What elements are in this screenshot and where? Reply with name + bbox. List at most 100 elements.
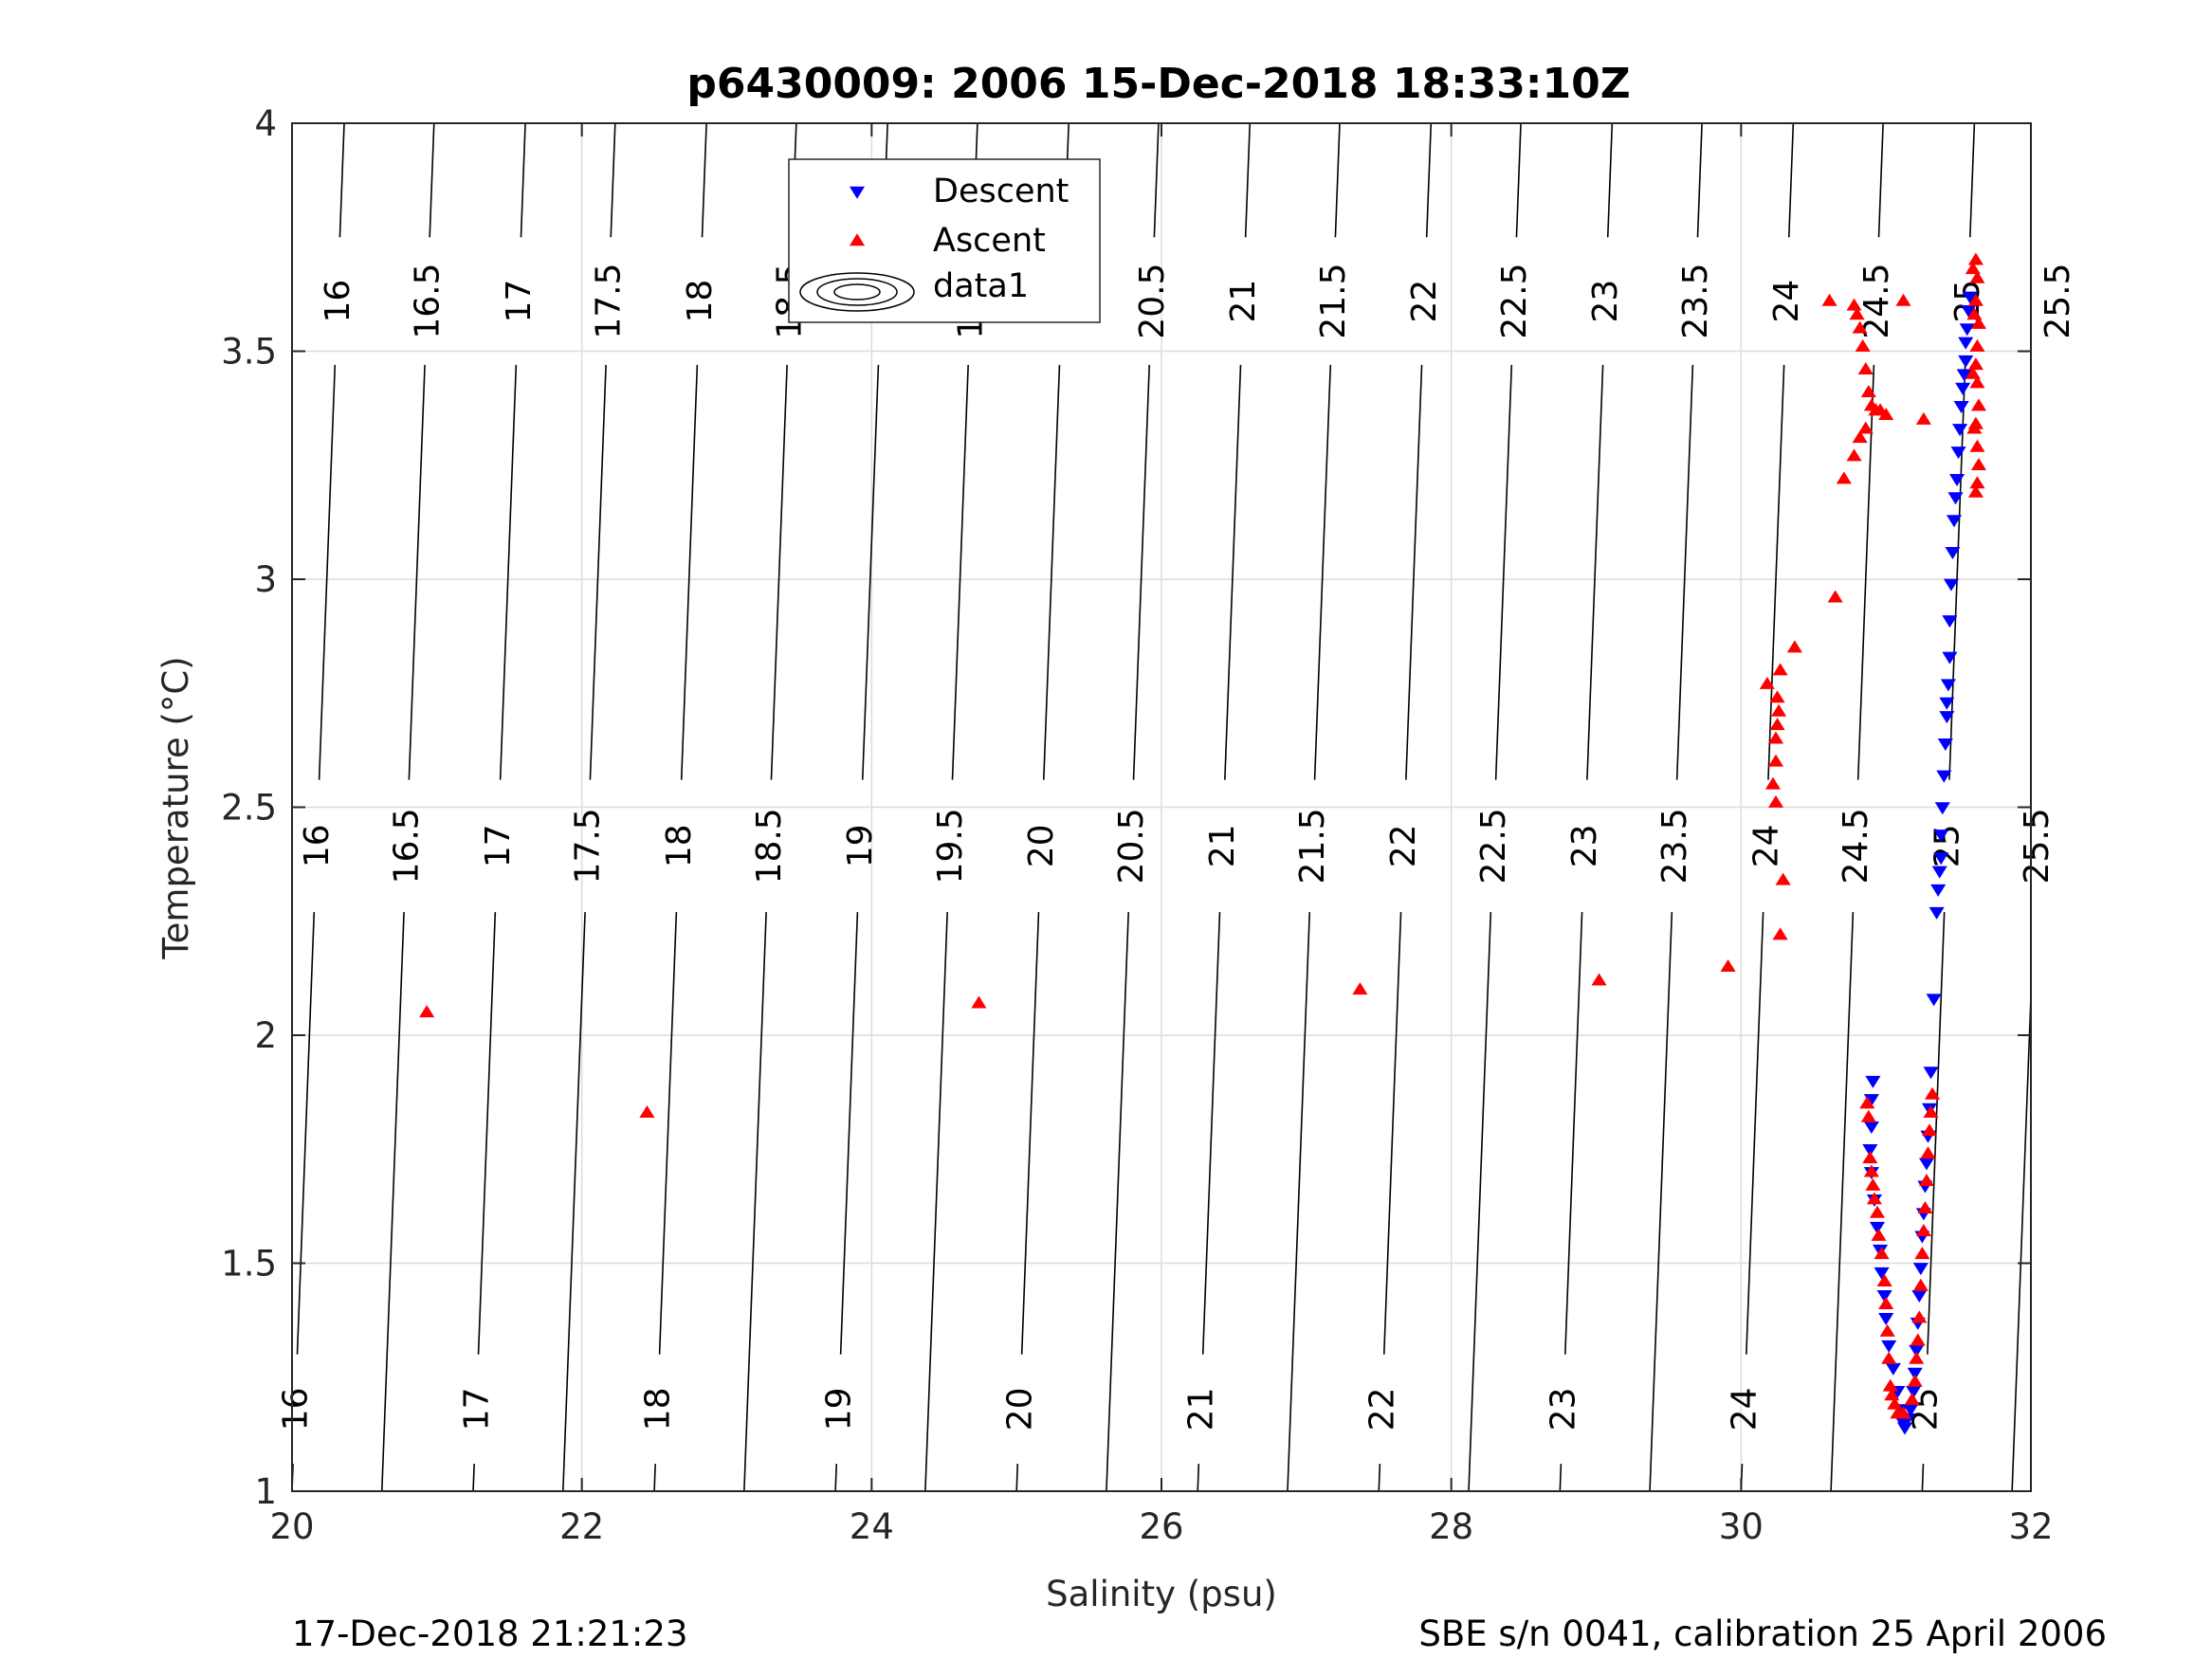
ascent-marker xyxy=(1966,421,1983,434)
density-contour-label: 22.5 xyxy=(1474,808,1513,884)
ascent-marker xyxy=(1764,776,1782,790)
descent-marker xyxy=(1863,1121,1879,1134)
density-contour-label: 20 xyxy=(1022,824,1061,867)
descent-marker xyxy=(1907,1367,1923,1380)
ascent-marker xyxy=(1969,270,1985,283)
descent-marker xyxy=(1937,738,1953,751)
ascent-marker xyxy=(1967,252,1983,265)
ascent-marker xyxy=(1869,1205,1886,1218)
ascent-marker xyxy=(1904,1393,1920,1405)
density-contour-line xyxy=(1106,912,1130,1491)
descent-marker xyxy=(1958,337,1974,350)
ascent-marker xyxy=(1863,1164,1879,1177)
density-contour-line xyxy=(1969,123,1976,238)
ascent-marker xyxy=(1767,731,1784,744)
density-contour-line xyxy=(1197,1464,1200,1491)
legend-label: Descent xyxy=(933,173,1069,210)
footer-calibration: SBE s/n 0041, calibration 25 April 2006 xyxy=(1418,1613,2107,1654)
descent-marker xyxy=(1878,1313,1894,1326)
density-contour-label: 20.5 xyxy=(1133,264,1172,339)
ascent-marker xyxy=(1969,338,1985,352)
descent-marker xyxy=(1942,651,1958,665)
y-tick-label: 3.5 xyxy=(221,332,277,373)
descent-marker xyxy=(1961,305,1977,319)
density-contour-label: 18.5 xyxy=(750,808,789,884)
ascent-marker xyxy=(1918,1174,1935,1187)
density-contour-label: 21.5 xyxy=(1314,264,1353,339)
density-contour-line xyxy=(861,364,880,780)
density-contour-line xyxy=(1382,912,1402,1355)
ascent-marker xyxy=(1767,754,1784,767)
y-tick-label: 1.5 xyxy=(221,1244,277,1285)
ascent-marker xyxy=(1912,1278,1929,1291)
ascent-marker xyxy=(1879,1323,1895,1337)
ascent-marker xyxy=(1967,357,1983,371)
ascent-marker xyxy=(971,995,987,1009)
density-contour-line xyxy=(1425,123,1433,238)
ascent-marker xyxy=(1852,320,1868,334)
density-contour-line xyxy=(610,123,616,238)
density-contour-label: 19 xyxy=(819,1388,858,1431)
density-contour-line xyxy=(338,123,345,238)
density-contour-line xyxy=(472,1464,475,1491)
ascent-marker xyxy=(1969,375,1985,389)
density-contour-label: 16.5 xyxy=(409,264,448,339)
density-contour-line xyxy=(1948,364,1966,780)
descent-marker xyxy=(1881,1340,1897,1353)
ascent-marker xyxy=(1967,484,1983,498)
descent-marker xyxy=(1952,424,1968,437)
density-contour-label: 16 xyxy=(298,824,337,867)
ascent-marker xyxy=(1786,640,1802,653)
descent-marker xyxy=(1950,447,1966,460)
density-contour-label: 17.5 xyxy=(569,808,608,884)
ascent-marker xyxy=(1884,1388,1900,1401)
ascent-marker xyxy=(1915,411,1931,425)
legend-contour-icon xyxy=(799,272,915,312)
ascent-marker xyxy=(1857,421,1874,434)
chart-title: p6430009: 2006 15-Dec-2018 18:33:10Z xyxy=(686,60,1630,108)
y-tick-label: 4 xyxy=(254,103,277,144)
descent-marker xyxy=(1933,830,1949,843)
ascent-marker xyxy=(1871,1228,1887,1241)
density-contour-line xyxy=(1746,912,1764,1355)
density-contour-line xyxy=(296,912,316,1355)
density-contour-label: 24 xyxy=(1767,280,1806,323)
density-contour-label: 23.5 xyxy=(1655,808,1694,884)
ascent-marker xyxy=(1827,590,1843,603)
density-contour-label: 22 xyxy=(1384,824,1423,867)
ascent-marker xyxy=(1859,1096,1875,1109)
density-contour-line xyxy=(743,912,767,1491)
density-contour-line xyxy=(1586,364,1604,780)
ascent-series xyxy=(419,252,1987,1419)
x-tick-label: 24 xyxy=(850,1506,894,1547)
density-contour-line xyxy=(380,912,405,1491)
density-contour-line xyxy=(1675,364,1694,780)
x-tick-label: 32 xyxy=(2008,1506,2053,1547)
descent-marker xyxy=(1940,679,1956,692)
density-contours xyxy=(292,123,2031,1491)
descent-marker xyxy=(1906,1385,1922,1398)
density-contour-label: 23 xyxy=(1586,280,1625,323)
descent-marker xyxy=(1885,1362,1901,1376)
descent-marker xyxy=(1959,323,1975,337)
ascent-marker xyxy=(1852,430,1868,444)
ascent-marker xyxy=(419,1005,435,1018)
ascent-marker xyxy=(1860,384,1876,397)
ascent-marker xyxy=(1917,1200,1933,1213)
legend-contour-icon xyxy=(816,278,898,306)
density-contour-label: 16 xyxy=(276,1388,315,1431)
ascent-marker xyxy=(1966,307,1983,320)
density-contour-label: 24.5 xyxy=(1837,808,1875,884)
ascent-marker xyxy=(1967,293,1983,306)
density-contour-label: 21 xyxy=(1224,280,1263,323)
ascent-marker xyxy=(1857,361,1874,374)
density-contour-line xyxy=(1132,364,1151,780)
descent-marker xyxy=(1926,994,1942,1007)
descent-marker xyxy=(1911,1289,1928,1303)
descent-marker xyxy=(1923,1066,1939,1080)
descent-marker xyxy=(1956,369,1972,382)
density-contour-label: 20.5 xyxy=(1112,808,1151,884)
descent-marker xyxy=(1948,473,1965,486)
density-contour-line xyxy=(1696,123,1703,238)
